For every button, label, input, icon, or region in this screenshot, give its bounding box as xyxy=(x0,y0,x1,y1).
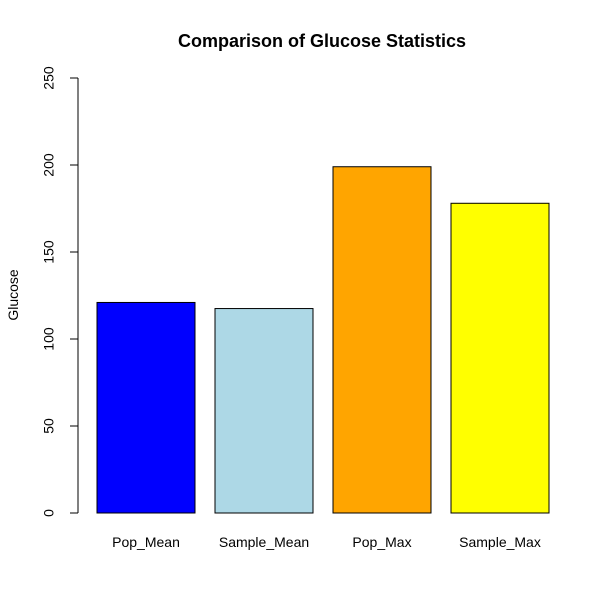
y-tick-label: 150 xyxy=(41,240,57,264)
x-tick-label: Sample_Mean xyxy=(219,534,309,550)
bars xyxy=(96,166,550,514)
bar-pop-mean xyxy=(96,301,196,514)
y-tick-label: 100 xyxy=(41,327,57,351)
bar-pop-max xyxy=(332,166,432,514)
chart-title: Comparison of Glucose Statistics xyxy=(178,31,466,51)
y-tick-label: 250 xyxy=(41,66,57,90)
bar-sample-mean xyxy=(214,308,314,514)
y-tick-label: 50 xyxy=(41,418,57,434)
x-tick-label: Pop_Max xyxy=(352,534,411,550)
y-axis: 0 50 100 150 200 250 xyxy=(41,66,79,517)
x-axis-labels: Pop_Mean Sample_Mean Pop_Max Sample_Max xyxy=(112,534,541,550)
x-tick-label: Sample_Max xyxy=(459,534,541,550)
bar-sample-max xyxy=(450,202,550,514)
y-tick-label: 0 xyxy=(41,509,57,517)
x-tick-label: Pop_Mean xyxy=(112,534,180,550)
y-axis-label: Glucose xyxy=(5,269,21,321)
y-tick-label: 200 xyxy=(41,153,57,177)
